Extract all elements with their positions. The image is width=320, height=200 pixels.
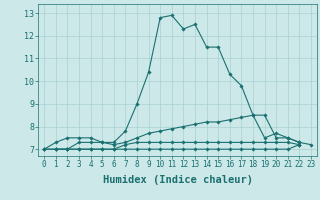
X-axis label: Humidex (Indice chaleur): Humidex (Indice chaleur) — [103, 175, 252, 185]
